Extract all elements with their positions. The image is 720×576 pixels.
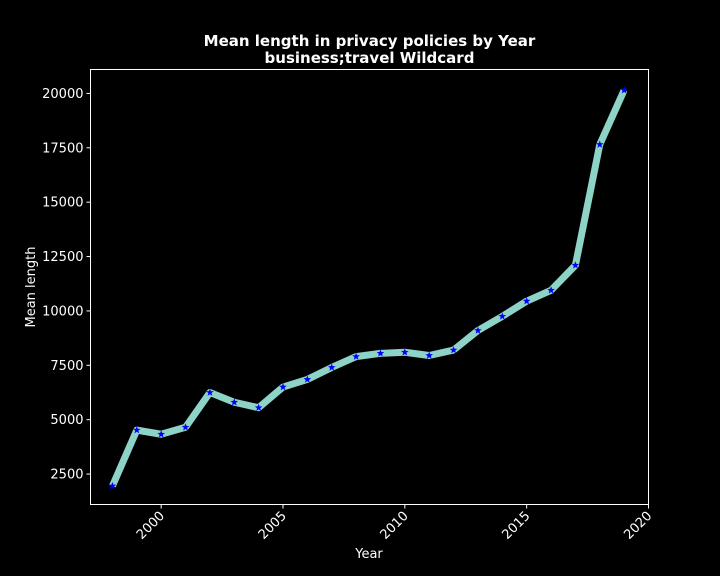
x-axis-label: Year <box>354 547 383 562</box>
data-point <box>547 286 555 294</box>
data-point <box>522 297 531 305</box>
data-point <box>376 349 385 357</box>
plot-frame <box>90 69 649 505</box>
data-point <box>108 482 117 490</box>
x-axis: 2000 2005 2010 2015 2020 <box>134 504 655 543</box>
chart-subtitle: business;travel Wildcard <box>265 49 475 67</box>
y-axis-label: Mean length <box>24 247 39 328</box>
y-tick-label: 10000 <box>42 304 83 319</box>
data-point <box>620 86 628 94</box>
data-point <box>279 383 287 391</box>
data-point <box>230 398 239 406</box>
y-tick-label: 17500 <box>42 141 83 156</box>
data-point <box>132 426 141 434</box>
data-point <box>157 430 165 438</box>
x-tick-label: 2000 <box>134 509 168 543</box>
chart-title: Mean length in privacy policies by Year <box>204 32 536 50</box>
x-tick-label: 2020 <box>621 509 655 543</box>
x-tick-label: 2005 <box>256 509 290 543</box>
x-tick-label: 2010 <box>378 509 412 543</box>
data-point <box>206 388 214 396</box>
data-point <box>449 346 458 354</box>
data-point <box>474 326 482 334</box>
data-point <box>401 348 409 356</box>
y-tick-label: 15000 <box>42 196 83 211</box>
data-point <box>181 423 190 431</box>
y-tick-label: 20000 <box>42 87 83 102</box>
data-point <box>571 261 580 269</box>
data-point <box>498 312 507 320</box>
series-line <box>109 88 628 488</box>
y-axis: 2500 5000 7500 10000 12500 15000 17500 20000 <box>42 87 91 483</box>
y-tick-label: 7500 <box>50 359 83 374</box>
data-point <box>352 352 360 360</box>
x-tick-label: 2015 <box>499 509 533 543</box>
data-point <box>303 375 312 383</box>
data-point <box>327 363 336 371</box>
y-tick-label: 12500 <box>42 250 83 265</box>
data-point <box>425 351 433 359</box>
data-point <box>595 140 604 148</box>
y-tick-label: 2500 <box>50 468 83 483</box>
y-tick-label: 5000 <box>50 413 83 428</box>
data-point <box>254 403 263 411</box>
series-layer <box>108 86 628 490</box>
